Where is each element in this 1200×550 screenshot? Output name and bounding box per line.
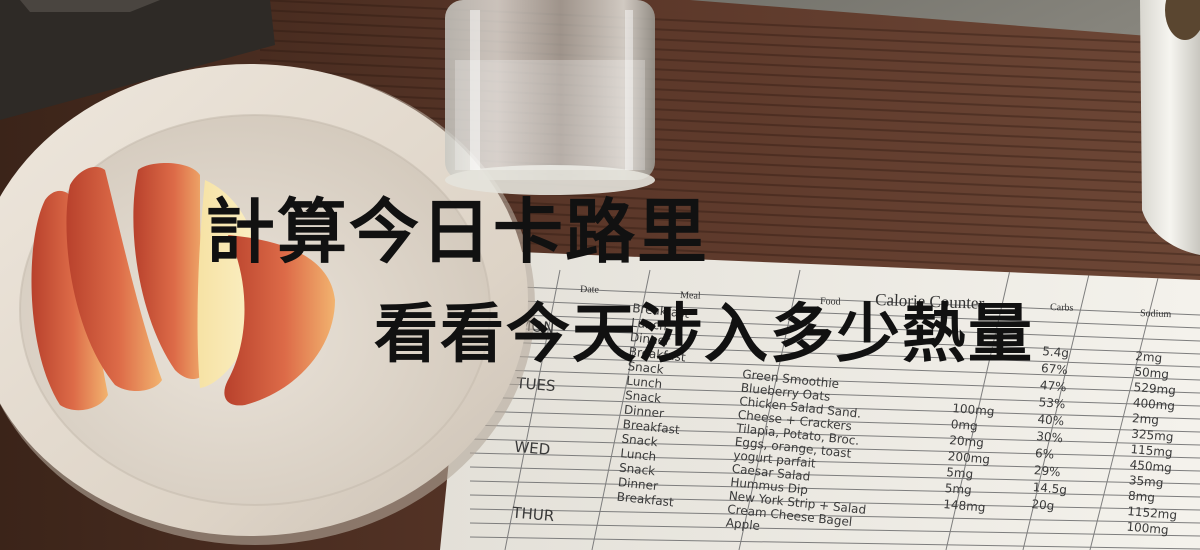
sheet-carbs-value: 5.4g <box>1042 344 1070 360</box>
sheet-carbs-value: 47% <box>1039 378 1067 394</box>
sheet-sodium-value: 115mg <box>1130 442 1173 460</box>
sheet-column-header: Sodium <box>1140 308 1172 320</box>
sheet-value: 20mg <box>949 433 985 450</box>
dark-box-top <box>20 0 160 12</box>
sheet-sodium-value: 2mg <box>1132 411 1160 427</box>
sheet-meal: Breakfast <box>632 301 691 321</box>
sheet-sodium-value: 8mg <box>1128 489 1156 505</box>
sheet-column-header: Meal <box>680 290 701 302</box>
sheet-meal: Breakfast <box>628 345 687 365</box>
sheet-sodium-value: 35mg <box>1128 473 1164 490</box>
apple-slice <box>133 163 208 380</box>
sheet-sodium-value: 325mg <box>1131 427 1174 445</box>
sheet-value: 200mg <box>947 449 990 467</box>
sheet-meal: Lunch <box>620 446 657 464</box>
sheet-value: 100mg <box>952 401 995 419</box>
dark-box <box>0 0 275 120</box>
sheet-carbs-value: 14.5g <box>1032 480 1067 497</box>
apple-slice <box>31 190 108 411</box>
sheet-carbs-value: 30% <box>1036 429 1064 445</box>
sheet-sodium-value: 2mg <box>1135 349 1163 365</box>
sheet-day-label: THUR <box>511 503 555 525</box>
sheet-meal: Snack <box>621 432 658 450</box>
sheet-carbs-value: 29% <box>1033 463 1061 479</box>
sheet-sodium-value: 100mg <box>1126 520 1169 538</box>
sheet-sodium-value: 450mg <box>1129 458 1172 476</box>
sheet-day-label: WED <box>514 438 551 459</box>
sheet-sodium-value: 529mg <box>1133 380 1176 398</box>
sheet-meal: Breakfast <box>616 490 675 510</box>
sheet-meal: Dinner <box>617 475 658 493</box>
sheet-carbs-value: 67% <box>1041 361 1069 377</box>
sheet-meal: Dinner <box>623 403 664 421</box>
sheet-meal: Snack <box>624 388 661 406</box>
sheet-carbs-value: 40% <box>1037 412 1065 428</box>
sheet-column-header: Food <box>820 296 841 308</box>
sheet-carbs-value: 6% <box>1035 446 1055 462</box>
apple-slice <box>66 166 162 392</box>
white-cup <box>1140 0 1200 255</box>
sheet-sodium-value: 1152mg <box>1127 504 1178 522</box>
sheet-column-header: Date <box>580 284 600 296</box>
sheet-value: 0mg <box>950 417 978 433</box>
sheet-title: Calorie Counter <box>875 290 985 313</box>
sheet-day-label: TUES <box>515 374 557 395</box>
sheet-carbs-value: 20g <box>1031 497 1055 513</box>
sheet-column-header: Carbs <box>1050 302 1074 314</box>
sheet-meal: Snack <box>627 359 664 377</box>
sheet-sodium-value: 50mg <box>1134 365 1170 382</box>
sheet-meal: Dinner <box>629 330 670 348</box>
sheet-value: 148mg <box>943 497 986 515</box>
headline-line-2: 看看今天涉入多少熱量 <box>374 298 1034 372</box>
calorie-counter-sheet: Calorie CounterDateMealFoodCarbsSodiumMO… <box>440 250 1200 550</box>
sheet-meal: Lunch <box>626 374 663 392</box>
sheet-meal: Breakfast <box>622 417 681 437</box>
apple-slices <box>31 163 335 411</box>
sheet-sodium-value: 400mg <box>1132 396 1175 414</box>
sheet-food: Apple <box>725 516 760 533</box>
sheet-carbs-value: 53% <box>1038 395 1066 411</box>
sheet-value: 5mg <box>944 481 972 497</box>
sheet-value: 5mg <box>946 465 974 481</box>
water-glass <box>445 0 655 195</box>
sheet-meal: Lunch <box>630 316 667 334</box>
sheet-meal: Snack <box>618 461 655 479</box>
apple-slice <box>224 235 335 406</box>
headline-line-1: 計算今日卡路里 <box>205 191 709 273</box>
